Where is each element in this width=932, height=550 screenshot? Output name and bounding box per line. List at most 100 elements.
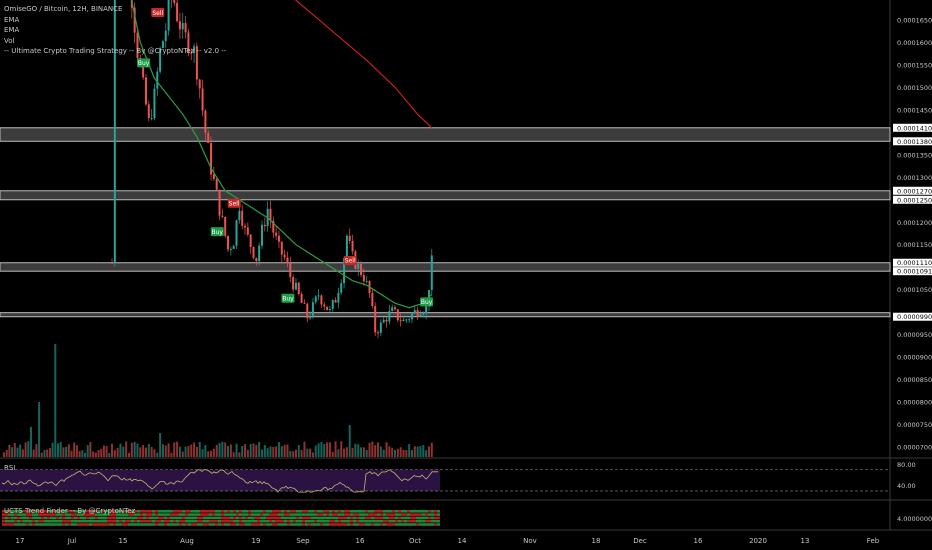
ema-legend-1[interactable]: EMA	[4, 15, 20, 24]
trend-cell	[242, 510, 245, 513]
trend-cell	[212, 510, 215, 513]
trend-cell	[374, 513, 377, 516]
trend-cell	[65, 510, 68, 513]
trend-cell	[428, 516, 431, 520]
trend-cell	[29, 523, 32, 526]
volume-bar	[190, 444, 193, 457]
trend-cell	[47, 513, 50, 516]
trend-cell	[362, 519, 365, 523]
trend-cell	[308, 513, 311, 516]
trend-cell	[254, 516, 257, 520]
trend-cell	[413, 513, 416, 516]
trend-cell	[56, 510, 59, 513]
trend-cell	[197, 516, 200, 520]
trend-cell	[299, 513, 302, 516]
trend-cell	[191, 510, 194, 513]
trend-cell	[272, 513, 275, 516]
trend-cell	[122, 510, 125, 513]
trend-cell	[143, 510, 146, 513]
time-axis[interactable]: 17 Jul 15 Aug 19 Sep 16 Oct 14 Nov 18 Dec 16 2020 13 Fe…	[16, 537, 880, 545]
trend-cell	[170, 510, 173, 513]
trend-cell	[395, 523, 398, 526]
candle-body	[413, 310, 416, 314]
trend-cell	[338, 516, 341, 520]
trend-cell	[23, 510, 26, 513]
rsi-label[interactable]: RSI	[4, 464, 16, 472]
trend-cell	[290, 510, 293, 513]
trend-cell	[233, 523, 236, 526]
trend-finder-label[interactable]: UCTS Trend Finder -- By @CryptoNTez	[4, 507, 136, 515]
volume-legend[interactable]: Vol	[4, 36, 15, 45]
trend-cell	[191, 516, 194, 520]
trend-cell	[113, 516, 116, 520]
trend-cell	[47, 523, 50, 526]
trend-cell	[311, 513, 314, 516]
trend-cell	[266, 523, 269, 526]
candle-body	[227, 235, 230, 250]
trend-cell	[266, 510, 269, 513]
trend-cell	[173, 519, 176, 523]
trend-cell	[281, 513, 284, 516]
trend-cell	[263, 519, 266, 523]
trend-cell	[83, 519, 86, 523]
trend-cell	[188, 516, 191, 520]
trend-cell	[353, 519, 356, 523]
trend-cell	[278, 519, 281, 523]
trend-cell	[56, 519, 59, 523]
trend-cell	[431, 513, 434, 516]
trend-cell	[263, 510, 266, 513]
symbol-title[interactable]: OmiseGO / Bitcoin, 12H, BINANCE	[4, 5, 123, 13]
trend-cell	[26, 516, 29, 520]
trend-cell	[320, 516, 323, 520]
volume-bar	[430, 442, 433, 457]
ema-legend-2[interactable]: EMA	[4, 26, 20, 34]
trend-cell	[254, 513, 257, 516]
trend-cell	[395, 513, 398, 516]
trend-cell	[431, 523, 434, 526]
trend-cell	[266, 519, 269, 523]
trend-cell	[434, 516, 437, 520]
trend-cell	[242, 513, 245, 516]
trend-cell	[164, 516, 167, 520]
trend-cell	[347, 510, 350, 513]
buy-signal-4	[281, 293, 295, 303]
trend-cell	[170, 513, 173, 516]
trend-cell	[8, 510, 11, 513]
trend-cell	[359, 519, 362, 523]
trend-cell	[326, 516, 329, 520]
candle-body	[391, 307, 394, 312]
trend-cell	[227, 510, 230, 513]
trend-cell	[14, 513, 17, 516]
trend-cell	[236, 519, 239, 523]
trend-cell	[146, 523, 149, 526]
strategy-legend[interactable]: -- Ultimate Crypto Trading Strategy -- B…	[4, 47, 227, 55]
zone-0	[0, 127, 891, 142]
price-label-bg-0	[893, 123, 932, 132]
trend-cell	[416, 523, 419, 526]
trend-cell	[170, 516, 173, 520]
trend-cell	[11, 510, 14, 513]
trend-cell	[431, 510, 434, 513]
trend-cell	[245, 516, 248, 520]
trend-cell	[185, 510, 188, 513]
trend-cell	[365, 519, 368, 523]
candle-body	[187, 32, 190, 53]
trend-cell	[353, 523, 356, 526]
volume-bar	[374, 445, 377, 457]
buy-signal-6	[420, 297, 434, 307]
trend-cell	[437, 516, 440, 520]
candle-body	[419, 314, 422, 317]
time-tick-1: Jul	[67, 537, 77, 545]
volume-bar	[425, 450, 428, 457]
trend-cell	[80, 516, 83, 520]
candle-body	[238, 210, 241, 221]
trend-cell	[365, 523, 368, 526]
trend-cell	[422, 519, 425, 523]
trend-cell	[101, 510, 104, 513]
volume-bar	[348, 425, 351, 457]
trend-cell	[77, 510, 80, 513]
trend-cell	[437, 510, 440, 513]
